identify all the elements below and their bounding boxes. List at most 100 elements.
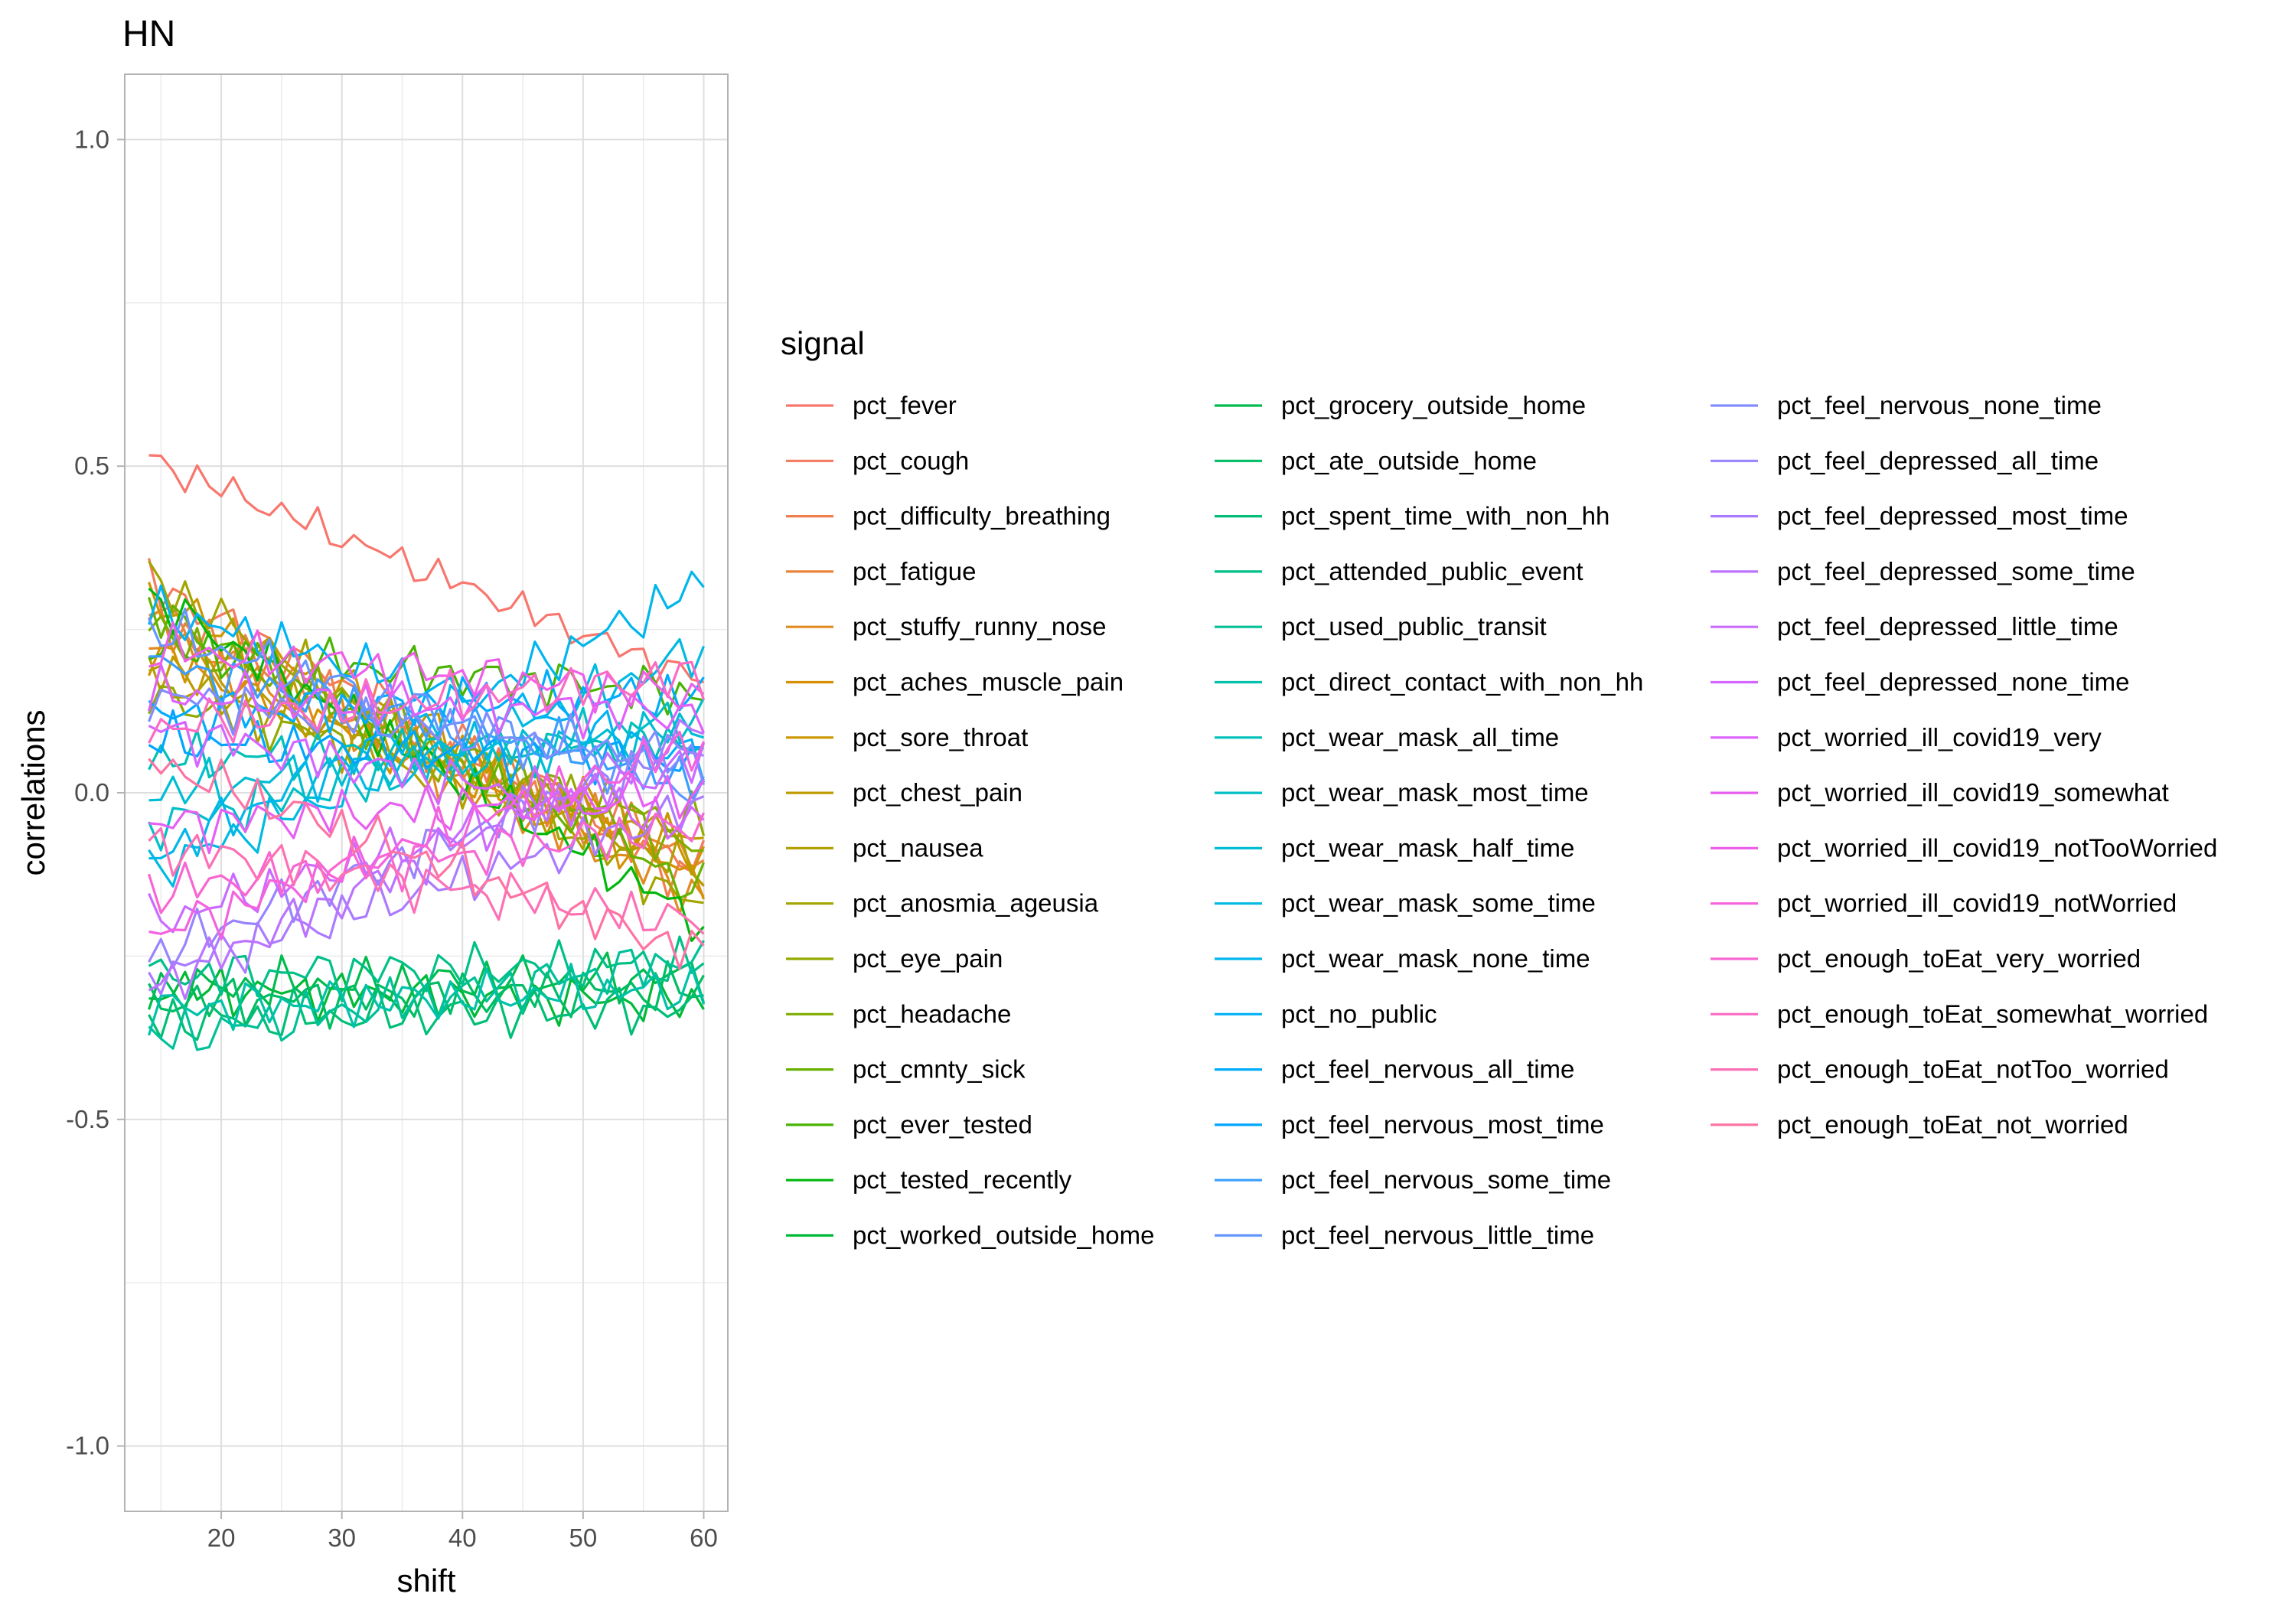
legend-label: pct_wear_mask_some_time xyxy=(1281,889,1596,918)
legend-label: pct_feel_depressed_most_time xyxy=(1777,502,2128,530)
series-line-pct_feel_nervous_most_time xyxy=(148,709,704,786)
legend-label: pct_no_public xyxy=(1281,999,1437,1028)
legend-item: pct_feel_nervous_none_time xyxy=(1711,391,2102,419)
legend-label: pct_feel_depressed_little_time xyxy=(1777,612,2118,641)
legend-items: pct_fever pct_cough pct_difficulty_breathi… xyxy=(786,391,2217,1250)
legend-label: pct_ate_outside_home xyxy=(1281,446,1537,474)
series-line-pct_used_public_transit xyxy=(148,940,705,1051)
series-line-pct_feel_depressed_all_time xyxy=(148,733,704,970)
legend-item: pct_chest_pain xyxy=(786,778,1022,807)
legend-label: pct_tested_recently xyxy=(853,1165,1072,1194)
legend-label: pct_feel_nervous_none_time xyxy=(1777,391,2102,419)
legend: signal pct_fever pct_cough pct_difficulty_… xyxy=(781,325,2217,1250)
legend-title: signal xyxy=(781,325,865,361)
legend-label: pct_anosmia_ageusia xyxy=(853,889,1099,918)
legend-label: pct_wear_mask_half_time xyxy=(1281,833,1574,862)
series-line-pct_attended_public_event xyxy=(148,935,705,1002)
legend-item: pct_enough_toEat_somewhat_worried xyxy=(1711,999,2208,1028)
legend-label: pct_feel_depressed_some_time xyxy=(1777,557,2135,585)
x-tick-label: 30 xyxy=(328,1524,356,1552)
legend-item: pct_feel_depressed_most_time xyxy=(1711,502,2128,530)
legend-item: pct_fever xyxy=(786,391,957,419)
legend-item: pct_used_public_transit xyxy=(1215,612,1547,641)
legend-item: pct_feel_depressed_none_time xyxy=(1711,668,2130,696)
legend-label: pct_fever xyxy=(853,391,957,419)
legend-item: pct_feel_nervous_little_time xyxy=(1215,1221,1594,1250)
legend-label: pct_feel_nervous_most_time xyxy=(1281,1110,1604,1139)
series-line-pct_spent_time_with_non_hh xyxy=(148,986,704,1041)
legend-label: pct_difficulty_breathing xyxy=(853,502,1110,530)
legend-label: pct_worried_ill_covid19_notWorried xyxy=(1777,889,2177,918)
legend-label: pct_feel_depressed_none_time xyxy=(1777,668,2130,696)
legend-label: pct_cmnty_sick xyxy=(853,1055,1026,1084)
legend-label: pct_worked_outside_home xyxy=(853,1221,1154,1250)
legend-item: pct_wear_mask_none_time xyxy=(1215,944,1590,973)
legend-item: pct_cmnty_sick xyxy=(786,1055,1026,1084)
x-axis-ticks: 20 30 40 50 60 xyxy=(207,1511,718,1552)
legend-item: pct_difficulty_breathing xyxy=(786,502,1110,530)
series-line-pct_feel_nervous_some_time xyxy=(148,655,705,800)
series-line-pct_feel_nervous_none_time xyxy=(148,686,706,786)
legend-label: pct_enough_toEat_notToo_worried xyxy=(1777,1055,2169,1084)
legend-item: pct_wear_mask_some_time xyxy=(1215,889,1596,918)
series-line-pct_enough_toEat_very_worried xyxy=(147,812,705,914)
x-axis-title: shift xyxy=(396,1563,455,1599)
legend-label: pct_enough_toEat_very_worried xyxy=(1777,944,2141,973)
legend-item: pct_cough xyxy=(786,446,969,474)
legend-label: pct_feel_depressed_all_time xyxy=(1777,446,2099,474)
legend-label: pct_worried_ill_covid19_notTooWorried xyxy=(1777,833,2217,862)
plot-panel xyxy=(124,73,729,1512)
legend-item: pct_stuffy_runny_nose xyxy=(786,612,1106,641)
legend-label: pct_headache xyxy=(853,999,1011,1028)
y-tick-label: 0.5 xyxy=(74,451,109,480)
y-tick-label: 0.0 xyxy=(74,778,109,807)
legend-label: pct_worried_ill_covid19_somewhat xyxy=(1777,778,2169,807)
legend-label: pct_nausea xyxy=(853,833,983,862)
legend-item: pct_feel_depressed_little_time xyxy=(1711,612,2118,641)
legend-item: pct_tested_recently xyxy=(786,1165,1072,1194)
legend-item: pct_direct_contact_with_non_hh xyxy=(1215,668,1643,696)
series-line-pct_tested_recently xyxy=(148,587,705,943)
legend-item: pct_worried_ill_covid19_very xyxy=(1711,723,2102,751)
legend-item: pct_nausea xyxy=(786,833,983,862)
legend-item: pct_feel_nervous_most_time xyxy=(1215,1110,1604,1139)
x-tick-label: 50 xyxy=(569,1524,598,1552)
legend-item: pct_sore_throat xyxy=(786,723,1028,751)
legend-label: pct_aches_muscle_pain xyxy=(853,668,1124,696)
legend-item: pct_no_public xyxy=(1215,999,1437,1028)
series-lines xyxy=(147,454,706,1051)
legend-item: pct_enough_toEat_not_worried xyxy=(1711,1110,2128,1139)
legend-item: pct_feel_nervous_all_time xyxy=(1215,1055,1574,1084)
legend-item: pct_wear_mask_half_time xyxy=(1215,833,1574,862)
legend-label: pct_enough_toEat_not_worried xyxy=(1777,1110,2128,1139)
legend-item: pct_wear_mask_all_time xyxy=(1215,723,1559,751)
legend-label: pct_sore_throat xyxy=(853,723,1028,751)
legend-item: pct_spent_time_with_non_hh xyxy=(1215,502,1609,530)
series-line-pct_direct_contact_with_non_hh xyxy=(147,963,706,1036)
legend-item: pct_worried_ill_covid19_notTooWorried xyxy=(1711,833,2217,862)
legend-item: pct_enough_toEat_notToo_worried xyxy=(1711,1055,2169,1084)
legend-item: pct_ever_tested xyxy=(786,1110,1032,1139)
series-line-pct_feel_depressed_some_time xyxy=(148,719,705,1000)
legend-label: pct_feel_nervous_some_time xyxy=(1281,1165,1611,1194)
legend-item: pct_worked_outside_home xyxy=(786,1221,1154,1250)
x-tick-label: 40 xyxy=(448,1524,477,1552)
legend-label: pct_enough_toEat_somewhat_worried xyxy=(1777,999,2208,1028)
legend-label: pct_ever_tested xyxy=(853,1110,1032,1139)
legend-label: pct_spent_time_with_non_hh xyxy=(1281,502,1609,530)
legend-label: pct_wear_mask_none_time xyxy=(1281,944,1590,973)
series-line-pct_enough_toEat_notToo_worried xyxy=(148,826,705,935)
legend-label: pct_wear_mask_all_time xyxy=(1281,723,1559,751)
legend-item: pct_attended_public_event xyxy=(1215,557,1583,585)
series-line-pct_feel_depressed_none_time xyxy=(148,720,705,840)
series-line-pct_wear_mask_none_time xyxy=(148,570,705,860)
legend-label: pct_worried_ill_covid19_very xyxy=(1777,723,2102,751)
legend-item: pct_worried_ill_covid19_somewhat xyxy=(1711,778,2169,807)
legend-label: pct_attended_public_event xyxy=(1281,557,1583,585)
series-line-pct_headache xyxy=(148,614,704,862)
legend-item: pct_enough_toEat_very_worried xyxy=(1711,944,2141,973)
legend-item: pct_headache xyxy=(786,999,1011,1028)
y-axis-title: correlations xyxy=(15,709,51,875)
legend-label: pct_used_public_transit xyxy=(1281,612,1547,641)
